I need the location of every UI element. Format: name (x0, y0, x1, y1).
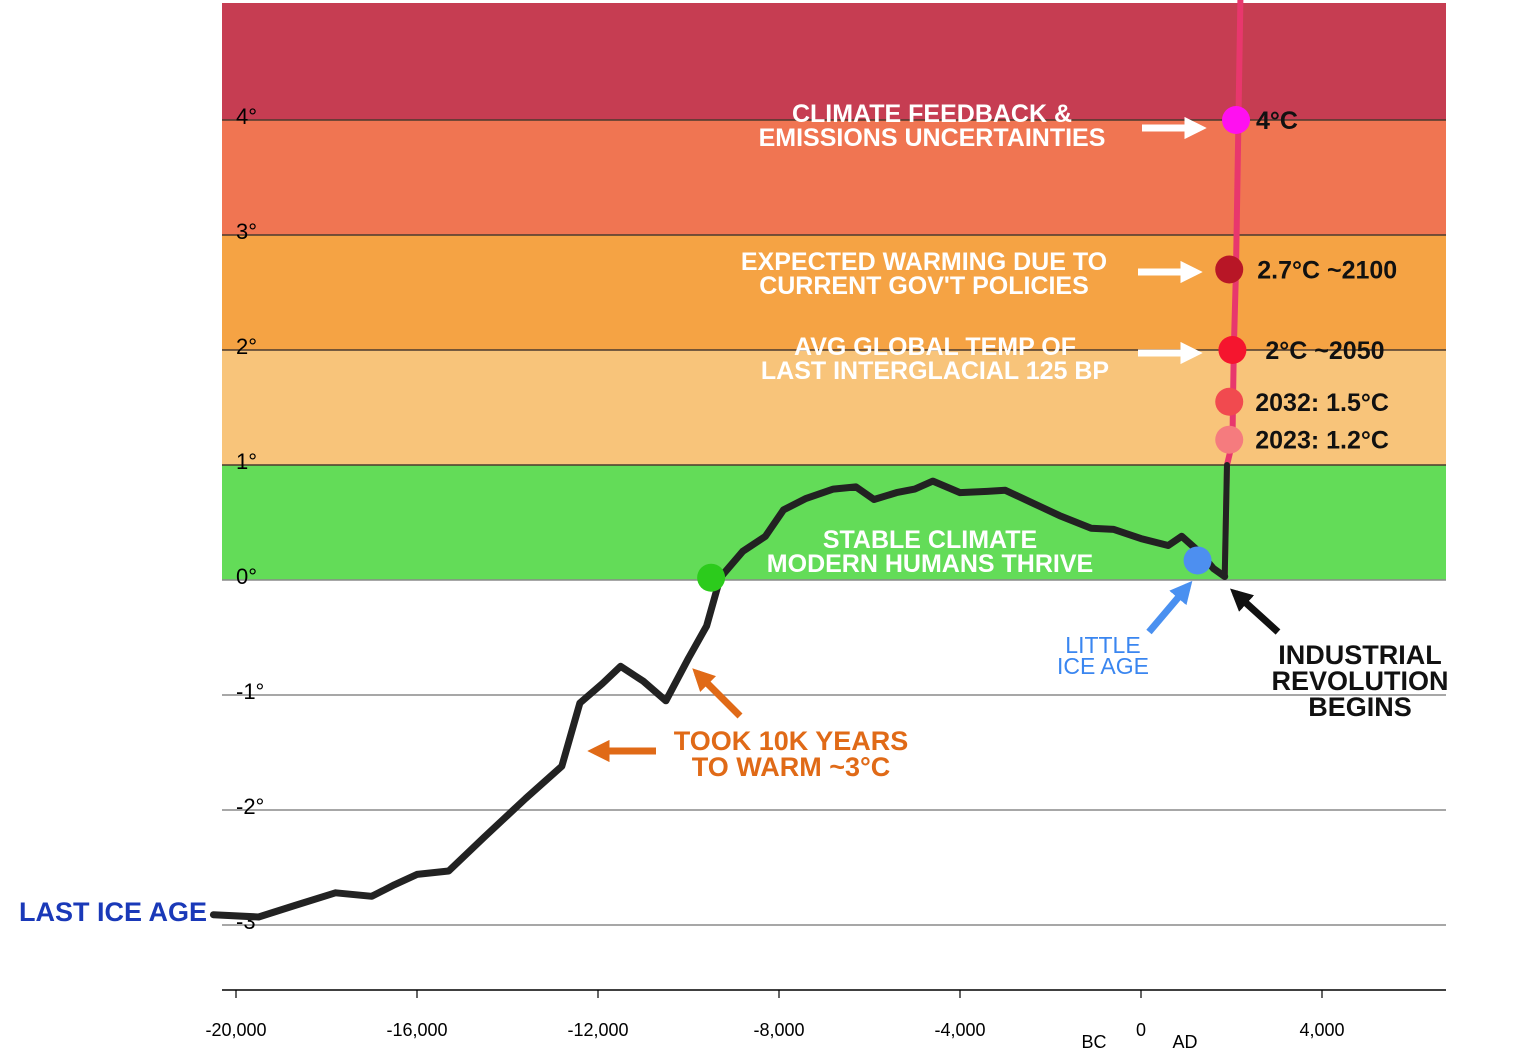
industrial-rise-segment (1221, 462, 1230, 580)
y-axis-ticks: 4°3°2°1°0°-1°-2°-3° (236, 104, 264, 934)
bc-label: BC (1081, 1032, 1106, 1052)
took-note-line2: TO WARM ~3°C (692, 752, 891, 782)
policies-note-line1: EXPECTED WARMING DUE TO (741, 248, 1107, 276)
y-tick-label-6: -2° (236, 794, 264, 819)
y-tick-label-4: 0° (236, 564, 257, 589)
marker-1 (1215, 255, 1244, 284)
x-axis-ticks: -20,000 -16,000 -12,000 -8,000 -4,000 0 4,000 (205, 990, 1345, 1040)
y-tick-label-5: -1° (236, 679, 264, 704)
band-2 (222, 235, 1446, 350)
little-ice-age-line1: LITTLE (1065, 632, 1140, 658)
marker-4 (1215, 425, 1244, 454)
feedback-note-line2: EMISSIONS UNCERTAINTIES (759, 124, 1106, 152)
x-tick-label-2: -12,000 (567, 1020, 628, 1040)
industrial-arrow (1230, 588, 1281, 635)
industrial-line1: INDUSTRIAL (1278, 640, 1442, 670)
band-1 (222, 120, 1446, 235)
took-arrow-up (692, 668, 743, 719)
little-ice-age-arrow (1146, 580, 1193, 635)
band-4 (222, 465, 1446, 580)
marker-label-3: 2032: 1.5°C (1255, 389, 1389, 417)
stable-note-line1: STABLE CLIMATE (823, 526, 1037, 554)
marker-label-1: 2.7°C ~2100 (1257, 257, 1397, 285)
gridlines (222, 119, 1446, 926)
y-tick-label-3: 1° (236, 449, 257, 474)
x-tick-label-3: -8,000 (753, 1020, 804, 1040)
x-tick-label-4: -4,000 (934, 1020, 985, 1040)
last-ice-age-label: LAST ICE AGE (19, 897, 207, 927)
policies-note-line2: CURRENT GOV'T POLICIES (759, 272, 1089, 300)
marker-5 (697, 563, 726, 592)
marker-label-4: 2023: 1.2°C (1255, 427, 1389, 455)
series-line-0 (209, 477, 1229, 921)
interglacial-note-line1: AVG GLOBAL TEMP OF (794, 333, 1076, 361)
marker-3 (1215, 387, 1244, 416)
x-tick-label-5: 0 (1136, 1020, 1146, 1040)
marker-6 (1183, 546, 1212, 575)
x-tick-label-1: -16,000 (386, 1020, 447, 1040)
marker-2 (1218, 336, 1247, 364)
y-tick-label-0: 4° (236, 104, 257, 129)
y-tick-label-1: 3° (236, 219, 257, 244)
marker-label-0: 4°C (1256, 107, 1298, 135)
marker-label-2: 2°C ~2050 (1265, 337, 1384, 365)
little-ice-age-line2: ICE AGE (1057, 653, 1149, 679)
industrial-line2: REVOLUTION (1271, 666, 1448, 696)
x-tick-label-0: -20,000 (205, 1020, 266, 1040)
feedback-note-line1: CLIMATE FEEDBACK & (792, 100, 1072, 128)
marker-0 (1222, 106, 1251, 134)
interglacial-note-line2: LAST INTERGLACIAL 125 BP (761, 357, 1109, 385)
temperature-bands (222, 3, 1446, 580)
x-tick-label-6: 4,000 (1299, 1020, 1344, 1040)
y-tick-label-2: 2° (236, 334, 257, 359)
data-markers: 4°C 2.7°C ~2100 2°C ~2050 2032: 1.5°C 2023: … (697, 106, 1397, 592)
took-note-line1: TOOK 10K YEARS (674, 726, 909, 756)
industrial-line3: BEGINS (1308, 692, 1412, 722)
ad-label: AD (1172, 1032, 1197, 1052)
stable-note-line2: MODERN HUMANS THRIVE (767, 550, 1093, 578)
